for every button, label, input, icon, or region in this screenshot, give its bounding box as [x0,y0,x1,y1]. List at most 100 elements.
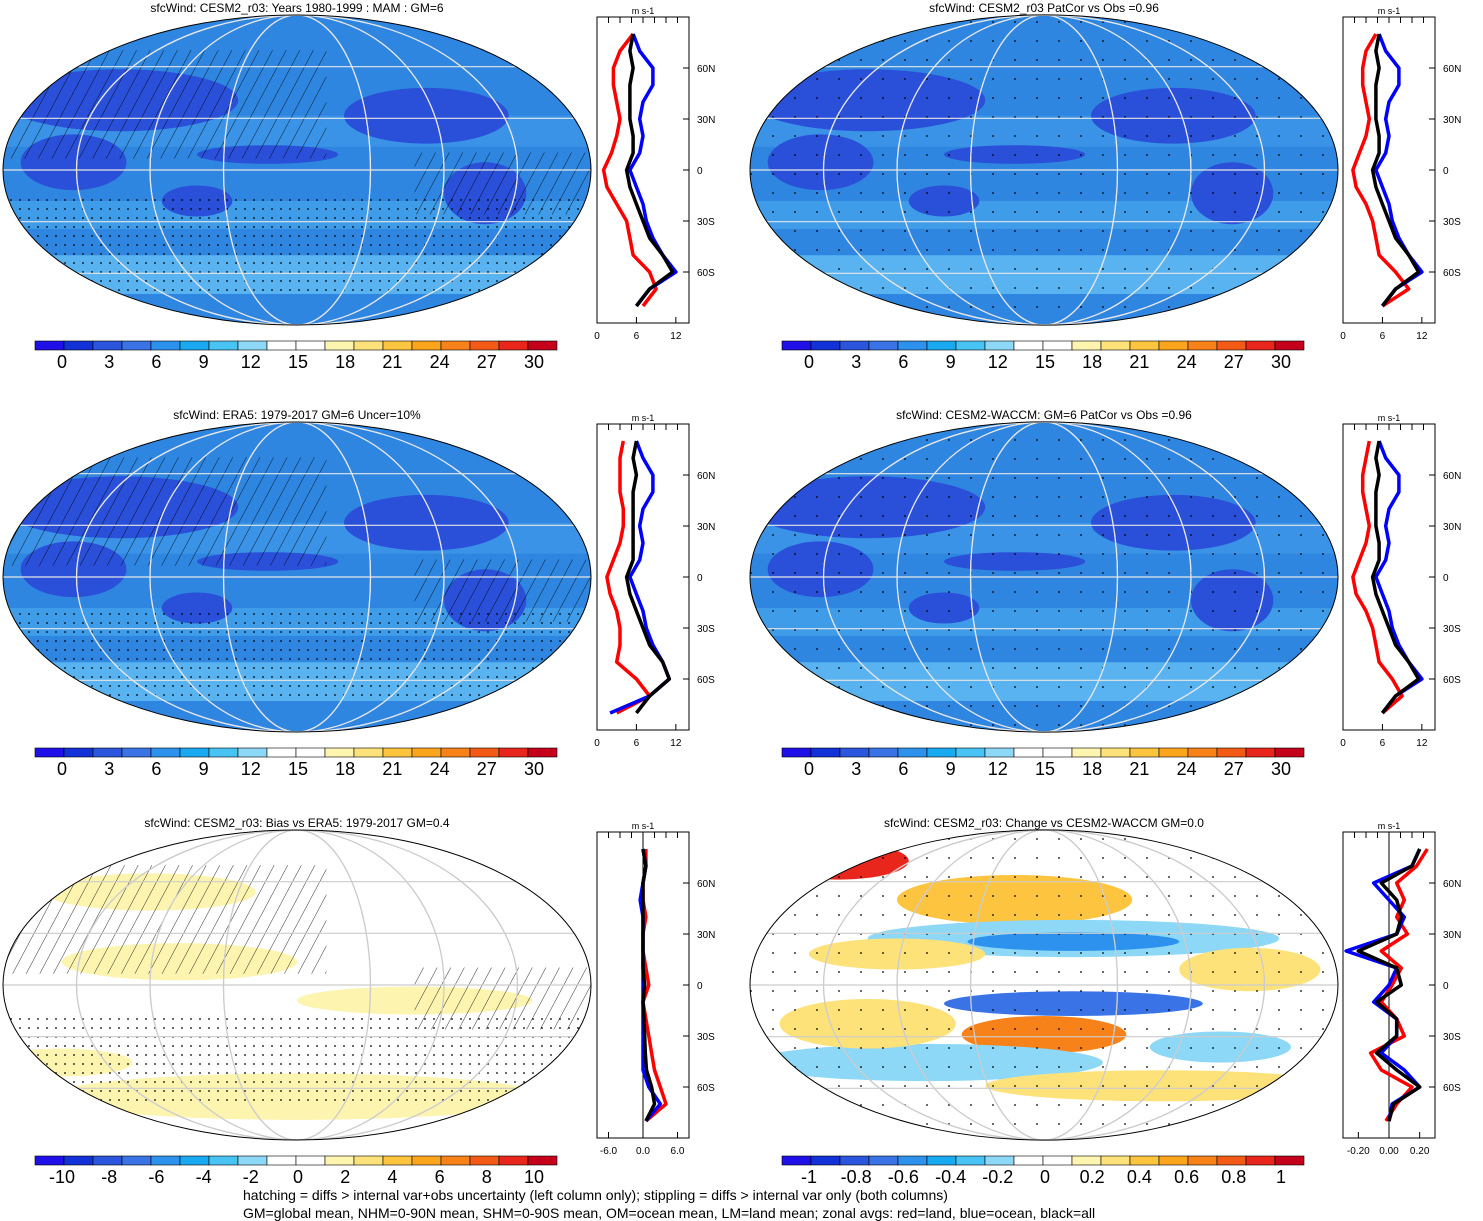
lat-tick-label: 60N [697,471,715,482]
colorbar-swatch [411,340,442,351]
lat-tick-label: 0 [697,166,703,177]
colorbar-swatch [1274,340,1305,351]
colorbar-swatch [295,1155,326,1166]
colorbar: 0 3 6 9 12 15 18 21 24 27 30 [34,747,558,779]
colorbar-swatch [868,1155,899,1166]
colorbar-swatch [897,340,928,351]
x-tick-label: 6 [1380,738,1386,749]
colorbar-swatch [469,747,500,758]
map-border [2,421,592,733]
colorbar: 0 3 6 9 12 15 18 21 24 27 30 [781,747,1305,779]
lat-tick-label: 60S [697,268,715,279]
colorbar-swatch [527,1155,558,1166]
lat-tick-label: 0 [697,573,703,584]
lat-tick-label: 60S [1443,675,1461,686]
colorbar-tick-label: 0.4 [1127,1167,1152,1187]
colorbar-swatch [1187,340,1218,351]
colorbar-swatch [324,1155,355,1166]
colorbar-swatch [1013,1155,1044,1166]
colorbar-tick-label: 12 [988,352,1008,372]
unit-label: m s-1 [1378,821,1401,831]
colorbar-swatch [411,747,442,758]
colorbar-swatch [1071,340,1102,351]
map-border [2,14,592,326]
profile-frame [596,423,690,731]
colorbar-tick-label: 4 [387,1167,397,1187]
panel-title: sfcWind: CESM2-WACCM: GM=6 PatCor vs Obs… [896,408,1192,422]
colorbar-swatch [1187,1155,1218,1166]
colorbar-swatch [1013,747,1044,758]
colorbar-tick-label: 6 [151,352,161,372]
colorbar-tick-label: -0.4 [935,1167,966,1187]
colorbar-tick-label: 15 [288,759,308,779]
colorbar: -1 -0.8 -0.6 -0.4 -0.2 0 0.2 0.4 0.6 0.8 1 [781,1155,1305,1187]
profile-line-land [601,32,658,308]
colorbar-swatch [1158,747,1189,758]
colorbar-swatch [1071,747,1102,758]
colorbar-swatch [810,747,841,758]
map-field [3,15,591,325]
colorbar-swatch [926,747,957,758]
lat-tick-label: 0 [1443,573,1449,584]
x-tick-label: 0 [594,738,600,749]
colorbar-swatch [411,1155,442,1166]
lat-tick-label: 30N [1443,115,1461,126]
colorbar-tick-label: 0.6 [1174,1167,1199,1187]
colorbar-swatch [121,1155,152,1166]
colorbar-swatch [1042,340,1073,351]
colorbar-swatch [63,1155,94,1166]
colorbar-tick-label: 0 [1040,1167,1050,1187]
colorbar-swatch [839,747,870,758]
colorbar-swatch [179,1155,210,1166]
map-field [750,829,1338,1141]
colorbar-tick-label: 24 [1177,352,1197,372]
colorbar-swatch [955,747,986,758]
colorbar-tick-label: 18 [335,759,355,779]
colorbar-tick-label: 0.2 [1080,1167,1105,1187]
colorbar-tick-label: -0.2 [982,1167,1013,1187]
colorbar-swatch [1216,747,1247,758]
colorbar-swatch [839,340,870,351]
colorbar-swatch [984,1155,1015,1166]
zonal-profile: m s-1 60N 30N 0 30S 60S 0 6 12 [1340,6,1461,342]
colorbar-tick-label: 21 [1129,352,1149,372]
colorbar-swatch [1100,1155,1131,1166]
colorbar-swatch [179,340,210,351]
colorbar-tick-label: 0 [57,759,67,779]
colorbar-swatch [266,1155,297,1166]
profile-line-all [624,33,675,308]
colorbar-swatch [237,340,268,351]
colorbar-swatch [382,1155,413,1166]
colorbar-swatch [208,340,239,351]
lat-tick-label: 60S [1443,268,1461,279]
colorbar: 0 3 6 9 12 15 18 21 24 27 30 [781,340,1305,372]
colorbar: 0 3 6 9 12 15 18 21 24 27 30 [34,340,558,372]
colorbar-swatch [208,747,239,758]
panel-2: sfcWind: CESM2_r03 PatCor vs Obs =0.96 0 3… [749,1,1461,372]
stippling-overlay [3,1014,591,1107]
colorbar-swatch [63,747,94,758]
colorbar-swatch [92,1155,123,1166]
colorbar-swatch [121,747,152,758]
zonal-profile: m s-1 60N 30N 0 30S 60S 0 6 12 [594,6,715,342]
lat-tick-label: 30S [697,624,715,635]
colorbar-tick-label: 9 [946,759,956,779]
lat-tick-label: 30S [697,1032,715,1043]
lat-tick-label: 30N [1443,930,1461,941]
colorbar-swatch [1129,747,1160,758]
colorbar-tick-label: 8 [482,1167,492,1187]
map-field [3,422,591,732]
colorbar-swatch [1216,1155,1247,1166]
x-tick-label: 6 [1380,331,1386,342]
colorbar-swatch [868,340,899,351]
land-mass [344,494,509,551]
lat-tick-label: 60N [697,64,715,75]
colorbar-tick-label: 24 [430,352,450,372]
stippling-overlay [3,606,591,699]
lat-tick-label: 30N [697,115,715,126]
lat-tick-label: 0 [697,981,703,992]
lat-tick-label: 60N [1443,471,1461,482]
unit-label: m s-1 [632,6,655,16]
lat-tick-label: 30N [697,522,715,533]
colorbar-swatch [1071,1155,1102,1166]
